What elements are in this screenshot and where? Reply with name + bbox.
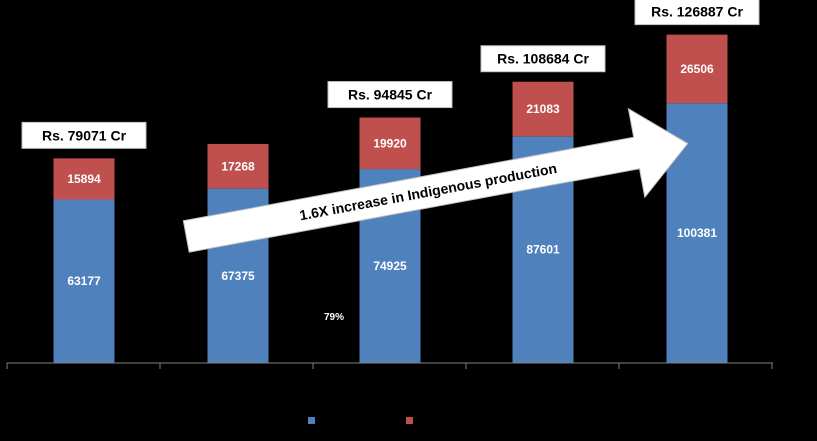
bar-segment-series-2 (207, 143, 269, 189)
total-label-box (327, 81, 453, 109)
data-label-series-2: 26506 (680, 62, 714, 76)
data-label-series-1: 100381 (677, 226, 717, 240)
total-label-box (21, 121, 147, 149)
bar-segment-series-2 (512, 81, 574, 137)
total-label: Rs. 126887 Cr (651, 4, 743, 20)
growth-arrow-shape (182, 107, 689, 253)
bar-segment-series-2 (666, 34, 728, 104)
total-label: Rs. 108684 Cr (497, 51, 589, 67)
data-label-series-1: 67375 (221, 269, 255, 283)
data-label-series-2: 19920 (373, 136, 407, 150)
total-label: Rs. 94845 Cr (348, 87, 433, 103)
legend-swatch-series-1 (308, 417, 315, 424)
legend-swatch-series-2 (406, 417, 413, 424)
data-label-series-2: 17268 (221, 159, 255, 173)
data-label-series-1: 63177 (67, 274, 101, 288)
x-axis (6, 362, 773, 369)
data-label-series-2: 15894 (67, 172, 101, 186)
stray-percent-label: 79% (324, 312, 344, 323)
bar-segment-series-1 (53, 199, 115, 363)
bar-segment-series-2 (359, 117, 421, 170)
bar-segment-series-2 (53, 158, 115, 200)
data-label-series-2: 21083 (526, 102, 560, 116)
legend (308, 417, 413, 424)
data-label-series-1: 87601 (526, 243, 560, 257)
total-label-box (480, 45, 606, 73)
total-label: Rs. 79071 Cr (42, 127, 127, 143)
total-label-box (634, 0, 760, 26)
data-label-series-1: 74925 (373, 259, 407, 273)
